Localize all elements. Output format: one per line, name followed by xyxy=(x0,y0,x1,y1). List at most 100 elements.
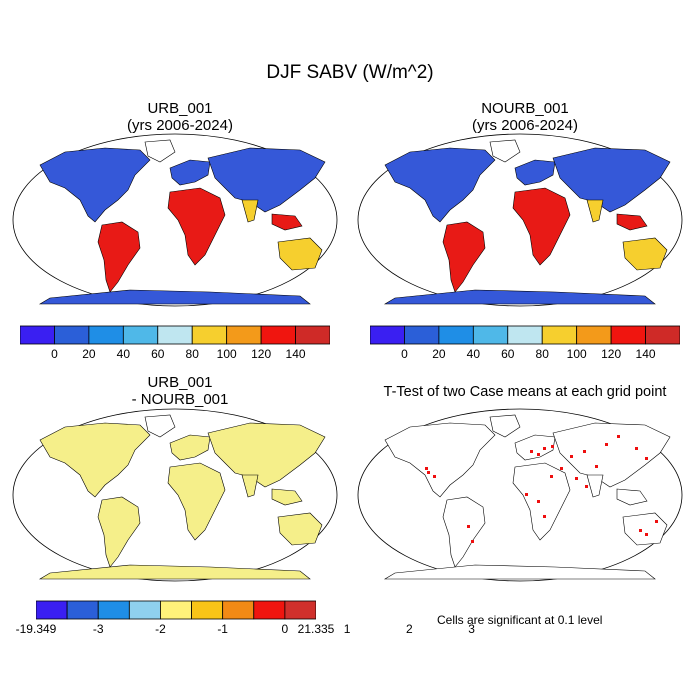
colorbar-nourb xyxy=(370,325,680,345)
significant-cell xyxy=(537,453,540,456)
colorbar-tick-label: -19.349 xyxy=(15,622,57,636)
significant-cell xyxy=(525,493,528,496)
colorbar-box xyxy=(295,325,330,345)
continent-india xyxy=(586,199,604,223)
colorbar-tick-label: 20 xyxy=(432,347,446,361)
continent-northAmerica xyxy=(384,147,496,223)
colorbar-box xyxy=(438,325,474,345)
significant-cell xyxy=(617,435,620,438)
panel-title-nourb-line1: NOURB_001 xyxy=(481,100,569,117)
colorbar-box xyxy=(160,600,192,620)
continent-antarctica xyxy=(38,564,311,580)
significant-cell xyxy=(570,455,573,458)
colorbar-tick-label: 120 xyxy=(601,347,622,361)
continent-africa xyxy=(512,462,571,541)
colorbar-box xyxy=(122,325,159,345)
significant-cell xyxy=(471,540,474,543)
colorbar-box xyxy=(20,325,55,345)
colorbar-tick-label: 60 xyxy=(151,347,165,361)
panel-title-diff: URB_001 - NOURB_001 xyxy=(20,374,340,408)
significant-cell xyxy=(585,485,588,488)
significant-cell xyxy=(560,467,563,470)
significant-cell xyxy=(655,520,658,523)
colorbar-tick-label: -2 xyxy=(155,622,166,636)
continent-europe xyxy=(514,434,556,461)
continent-northAmerica xyxy=(39,147,151,223)
continent-southAmerica xyxy=(97,221,141,293)
colorbar-box xyxy=(66,600,99,620)
continent-india xyxy=(241,474,259,498)
significant-cell xyxy=(595,465,598,468)
significant-cell xyxy=(645,533,648,536)
panel-title-urb-line1: URB_001 xyxy=(147,100,213,117)
significant-cell xyxy=(530,450,533,453)
continent-africa xyxy=(512,187,571,266)
colorbar-urb-labels: 0 20 40 60 80 100 120 140 xyxy=(20,347,330,363)
continent-southAmerica xyxy=(97,496,141,568)
continent-australia xyxy=(277,512,323,546)
significant-cell xyxy=(427,471,430,474)
colorbar-tick-label: 20 xyxy=(82,347,96,361)
colorbar-box xyxy=(284,600,316,620)
continent-southAmerica xyxy=(442,221,486,293)
colorbar-tick-label: 100 xyxy=(216,347,237,361)
continent-asia xyxy=(552,422,671,488)
colorbar-tick-label: 60 xyxy=(501,347,515,361)
colorbar-box xyxy=(128,600,161,620)
continent-antarctica xyxy=(383,289,656,305)
continent-seasia xyxy=(616,213,648,231)
significant-cell xyxy=(467,525,470,528)
colorbar-tick-label: 120 xyxy=(251,347,272,361)
panel-title-diff-line2: - NOURB_001 xyxy=(131,391,229,408)
colorbar-box xyxy=(157,325,193,345)
continent-greenland xyxy=(144,139,176,163)
colorbar-box xyxy=(404,325,440,345)
colorbar-tick-label: 0 xyxy=(401,347,408,361)
colorbar-tick-label: 80 xyxy=(185,347,199,361)
continent-greenland xyxy=(144,414,176,438)
continent-antarctica xyxy=(383,564,656,580)
continent-europe xyxy=(514,159,556,186)
colorbar-tick-label: 140 xyxy=(285,347,306,361)
significant-cell xyxy=(583,450,586,453)
significant-cell xyxy=(575,477,578,480)
continent-europe xyxy=(169,159,211,186)
colorbar-tick-label: 3 xyxy=(468,622,475,636)
colorbar-tick-label: 0 xyxy=(51,347,58,361)
colorbar-tick-label: 40 xyxy=(116,347,130,361)
continent-asia xyxy=(552,147,671,213)
continent-seasia xyxy=(616,488,648,506)
continent-asia xyxy=(207,422,326,488)
continent-northAmerica xyxy=(39,422,151,498)
colorbar-diff-labels: -19.349 -3 -2 -1 0 1 2 3 21.335 xyxy=(16,622,475,638)
continent-greenland xyxy=(489,139,521,163)
panel-title-urb: URB_001 (yrs 2006-2024) xyxy=(20,100,340,134)
colorbar-tick-label: -3 xyxy=(92,622,104,636)
colorbar-diff xyxy=(36,600,316,620)
continent-australia xyxy=(622,237,668,271)
panel-title-diff-line1: URB_001 xyxy=(147,374,213,391)
continent-europe xyxy=(169,434,211,461)
colorbar-box xyxy=(472,325,509,345)
colorbar-box xyxy=(36,600,68,620)
colorbar-tick-label: 21.335 xyxy=(297,622,335,636)
panel-title-ttest: T-Test of two Case means at each grid po… xyxy=(383,384,667,400)
significant-cell xyxy=(551,445,554,448)
colorbar-box xyxy=(576,325,612,345)
significant-cell xyxy=(605,443,608,446)
colorbar-tick-label: 1 xyxy=(343,622,351,636)
continent-southAmerica xyxy=(442,496,486,568)
map-ttest xyxy=(357,408,683,582)
significant-cell xyxy=(543,447,546,450)
colorbar-tick-label: 80 xyxy=(535,347,549,361)
significant-cell xyxy=(425,467,428,470)
continent-greenland xyxy=(489,414,521,438)
colorbar-box xyxy=(222,600,255,620)
continent-africa xyxy=(167,462,226,541)
significant-cell xyxy=(537,500,540,503)
colorbar-tick-label: 2 xyxy=(405,622,413,636)
colorbar-tick-label: 40 xyxy=(466,347,480,361)
continent-australia xyxy=(277,237,323,271)
colorbar-box xyxy=(253,600,286,620)
significant-cell xyxy=(543,515,546,518)
